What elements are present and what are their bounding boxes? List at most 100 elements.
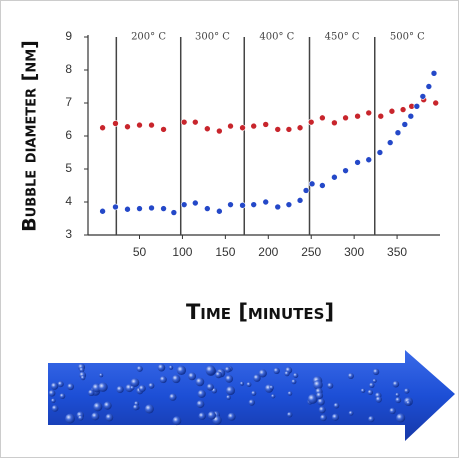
bubble — [206, 383, 214, 391]
data-point — [354, 112, 361, 120]
bubble — [157, 363, 166, 372]
bubble — [273, 367, 280, 375]
data-point — [180, 201, 188, 208]
data-point — [376, 149, 384, 156]
data-point — [296, 197, 304, 204]
data-point — [274, 203, 282, 211]
data-point — [250, 201, 257, 208]
bubble — [116, 385, 124, 394]
bubble — [51, 404, 59, 412]
data-point — [112, 120, 119, 127]
bubble — [239, 381, 245, 386]
bubble — [367, 389, 373, 396]
y-axis-label: Bubble diameter [nm] — [19, 40, 41, 232]
x-tick-label: 300 — [344, 245, 364, 259]
data-point — [160, 126, 167, 133]
bubble — [313, 380, 323, 390]
data-point — [419, 93, 427, 100]
bubble — [269, 385, 274, 390]
x-tick-label: 200 — [258, 245, 278, 259]
bubble — [205, 365, 216, 376]
bubble — [59, 393, 66, 399]
bubble — [372, 368, 380, 376]
temperature-label: 400° C — [259, 32, 294, 43]
bubble — [347, 372, 354, 380]
bubble — [372, 378, 377, 383]
bubble — [226, 395, 231, 400]
temperature-label: 300° C — [195, 32, 230, 43]
bubble — [318, 406, 326, 414]
data-point — [319, 182, 326, 189]
bubble — [320, 414, 327, 422]
data-point — [192, 199, 199, 207]
data-point — [430, 70, 438, 77]
bubble — [196, 400, 205, 409]
bubble — [284, 370, 290, 377]
bubble — [130, 385, 135, 390]
data-point — [319, 114, 326, 122]
bubble — [227, 412, 236, 421]
bubble — [215, 371, 223, 379]
data-point — [285, 201, 293, 208]
data-point — [413, 103, 421, 110]
bubble — [395, 397, 402, 404]
y-tick-label: 4 — [65, 194, 72, 208]
data-point — [354, 159, 361, 166]
arrow-shape — [48, 350, 455, 441]
data-point — [399, 106, 407, 113]
bubble — [270, 394, 276, 399]
bubble — [291, 379, 297, 385]
bubble — [246, 382, 252, 387]
data-point — [331, 173, 338, 181]
bubble — [348, 410, 354, 416]
bubble — [138, 384, 146, 393]
data-point — [274, 126, 282, 133]
bubble — [93, 402, 103, 412]
data-point — [285, 126, 293, 133]
bubble — [148, 382, 155, 389]
x-axis-label: Time [minutes] — [186, 300, 334, 324]
bubble — [172, 416, 182, 426]
y-tick-label: 9 — [65, 29, 72, 43]
bubble — [65, 413, 75, 424]
bubble — [159, 376, 167, 384]
bubble — [50, 382, 59, 390]
y-tick-label: 3 — [65, 227, 72, 241]
data-point — [180, 118, 188, 126]
data-point — [136, 205, 143, 212]
bubble — [103, 401, 112, 410]
bubble — [144, 404, 154, 414]
bubble — [404, 388, 410, 394]
data-point — [342, 167, 349, 174]
data-point — [425, 83, 433, 90]
y-tick-label: 5 — [65, 161, 72, 175]
bubble — [395, 392, 400, 397]
bubble — [132, 404, 139, 411]
bubble — [172, 374, 181, 384]
bubble — [176, 365, 187, 375]
bubble — [225, 374, 234, 383]
bubble — [375, 396, 382, 403]
data-point — [148, 121, 155, 129]
bubble — [88, 389, 95, 397]
bubble — [287, 391, 293, 396]
bubble — [360, 388, 366, 393]
bubble — [333, 402, 340, 409]
data-point — [401, 121, 409, 128]
bubble — [392, 380, 400, 388]
bubble — [251, 390, 257, 396]
data-point — [99, 124, 106, 132]
data-point — [148, 204, 155, 212]
bubble — [293, 372, 299, 379]
bubble — [248, 399, 255, 406]
data-point — [365, 156, 373, 164]
bubble — [99, 373, 104, 378]
bubble — [98, 382, 108, 392]
bubble — [331, 413, 340, 421]
temperature-label: 450° C — [325, 32, 360, 43]
bubble — [369, 382, 375, 389]
x-tick-label: 250 — [301, 245, 321, 259]
data-point — [365, 109, 373, 117]
data-point — [160, 205, 167, 212]
